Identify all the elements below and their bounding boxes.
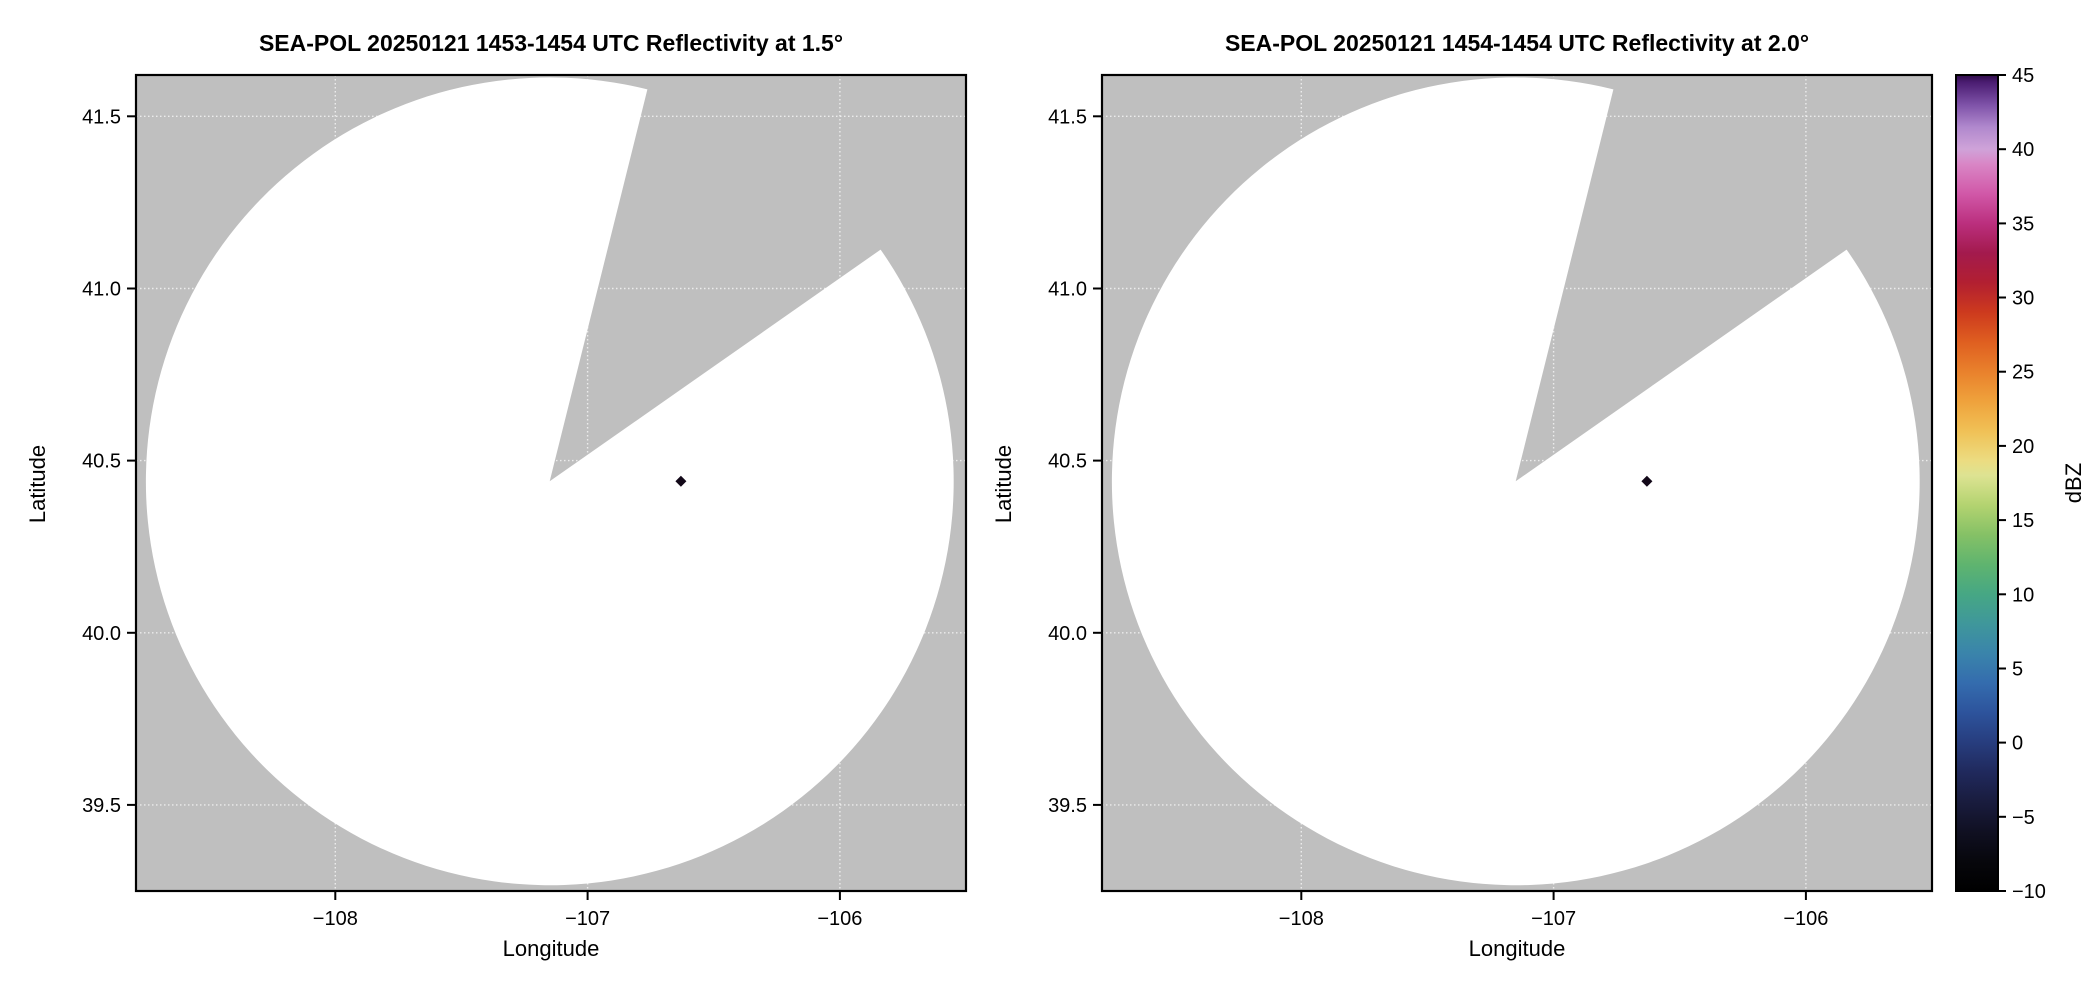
reflectivity-echo xyxy=(1641,475,1653,487)
radar-coverage-area xyxy=(1111,77,1920,886)
colorbar-tick-label: −5 xyxy=(2012,807,2035,829)
colorbar-tick-label: 40 xyxy=(2012,139,2034,161)
colorbar-tick-label: 10 xyxy=(2012,584,2034,606)
y-axis-label-left: Latitude xyxy=(25,444,50,524)
y-tick-label: 40.0 xyxy=(1048,623,1087,645)
colorbar-tick-label: 5 xyxy=(2012,659,2023,681)
plot-border xyxy=(1100,73,1934,893)
x-tick-label: −106 xyxy=(817,908,862,930)
colorbar-tick-label: 25 xyxy=(2012,362,2034,384)
colorbar-tick-label: 30 xyxy=(2012,288,2034,310)
x-tick-label: −106 xyxy=(1783,908,1828,930)
x-axis-label-right: Longitude xyxy=(1468,936,1566,961)
y-tick-label: 40.0 xyxy=(82,623,121,645)
colorbar-border xyxy=(1955,74,1999,892)
colorbar-tick-label: 35 xyxy=(2012,213,2034,235)
colorbar-gradient xyxy=(1956,75,1998,891)
colorbar-label: dBZ xyxy=(2061,462,2086,504)
x-tick-label: −107 xyxy=(565,908,610,930)
radar-ppi-plot-left: −108 −107 −106 39.5 40.0 40.5 41.0 41.5 xyxy=(82,73,968,930)
colorbar: 45 40 35 30 25 20 15 10 5 0 −5 −10 xyxy=(1955,65,2046,903)
y-tick-label: 41.5 xyxy=(1048,106,1087,128)
y-tick-label: 39.5 xyxy=(82,795,121,817)
colorbar-tick-label: −10 xyxy=(2012,881,2046,903)
y-tick-label: 40.5 xyxy=(1048,451,1087,473)
y-tick-label: 40.5 xyxy=(82,451,121,473)
colorbar-tick-label: 20 xyxy=(2012,436,2034,458)
reflectivity-echo xyxy=(675,475,687,487)
x-tick-label: −108 xyxy=(313,908,358,930)
plot-border xyxy=(134,73,968,893)
x-tick-label: −108 xyxy=(1279,908,1324,930)
radar-coverage-area xyxy=(145,77,954,886)
y-tick-label: 41.0 xyxy=(1048,279,1087,301)
y-tick-label: 41.0 xyxy=(82,279,121,301)
y-tick-label: 41.5 xyxy=(82,106,121,128)
colorbar-tick-label: 45 xyxy=(2012,65,2034,87)
x-tick-label: −107 xyxy=(1531,908,1576,930)
radar-ppi-plot-right: −108 −107 −106 39.5 40.0 40.5 41.0 41.5 xyxy=(1048,73,1934,930)
y-axis-label-right: Latitude xyxy=(991,444,1016,524)
panel-title-left: SEA-POL 20250121 1453-1454 UTC Reflectiv… xyxy=(258,30,844,56)
colorbar-tick-label: 15 xyxy=(2012,510,2034,532)
panel-title-right: SEA-POL 20250121 1454-1454 UTC Reflectiv… xyxy=(1224,30,1810,56)
colorbar-tick-label: 0 xyxy=(2012,733,2023,755)
y-tick-label: 39.5 xyxy=(1048,795,1087,817)
x-axis-label-left: Longitude xyxy=(502,936,600,961)
